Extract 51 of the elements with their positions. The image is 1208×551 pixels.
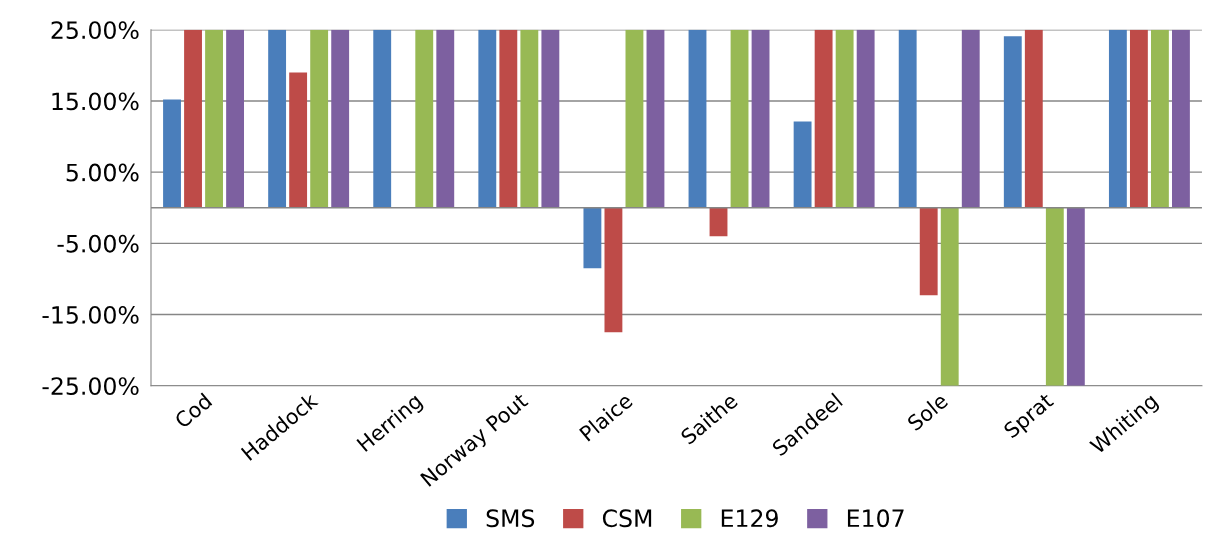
legend-label: SMS bbox=[486, 509, 535, 528]
bar bbox=[940, 207, 959, 386]
bar bbox=[1024, 29, 1043, 208]
bar bbox=[961, 29, 980, 208]
bar bbox=[268, 29, 287, 208]
bar bbox=[814, 29, 833, 208]
bar bbox=[478, 29, 497, 208]
bar bbox=[1108, 29, 1127, 208]
bar bbox=[541, 29, 560, 208]
bar bbox=[289, 72, 308, 208]
y-tick-label: 5.00% bbox=[66, 163, 139, 182]
legend-label: E129 bbox=[721, 509, 778, 528]
bar bbox=[310, 29, 329, 208]
x-tick-label: Cod bbox=[173, 392, 213, 429]
bar bbox=[1150, 29, 1169, 208]
bar bbox=[1066, 207, 1085, 386]
bar bbox=[1172, 29, 1190, 208]
bar bbox=[520, 29, 539, 208]
bar bbox=[436, 29, 455, 208]
bar bbox=[625, 29, 644, 208]
bar bbox=[184, 29, 202, 208]
y-tick-label: -5.00% bbox=[57, 234, 139, 253]
y-tick-label: 25.00% bbox=[51, 21, 139, 40]
y-tick-label: 15.00% bbox=[52, 92, 139, 111]
bar bbox=[856, 29, 875, 208]
bar bbox=[730, 29, 749, 208]
y-tick-label: -25.00% bbox=[42, 377, 139, 396]
y-tick-label: -15.00% bbox=[42, 305, 139, 324]
x-tick-label: Sole bbox=[906, 391, 949, 432]
legend-label: E107 bbox=[847, 509, 904, 528]
bar bbox=[646, 29, 665, 208]
bar bbox=[919, 207, 938, 296]
bar bbox=[499, 29, 518, 208]
bar bbox=[835, 29, 854, 208]
bar bbox=[373, 29, 392, 208]
bar bbox=[688, 29, 707, 208]
legend-label: CSM bbox=[602, 509, 652, 528]
bar bbox=[331, 29, 350, 208]
bar bbox=[1003, 36, 1022, 208]
bar bbox=[583, 207, 602, 269]
bar bbox=[898, 29, 917, 208]
bar bbox=[1129, 29, 1148, 208]
bar bbox=[793, 121, 812, 208]
bar bbox=[751, 29, 770, 208]
bar bbox=[415, 29, 434, 208]
bar bbox=[604, 207, 623, 333]
bar bbox=[226, 29, 245, 208]
bar bbox=[205, 29, 223, 208]
bar bbox=[709, 207, 728, 237]
bar bbox=[1045, 207, 1064, 386]
bar bbox=[163, 99, 181, 208]
